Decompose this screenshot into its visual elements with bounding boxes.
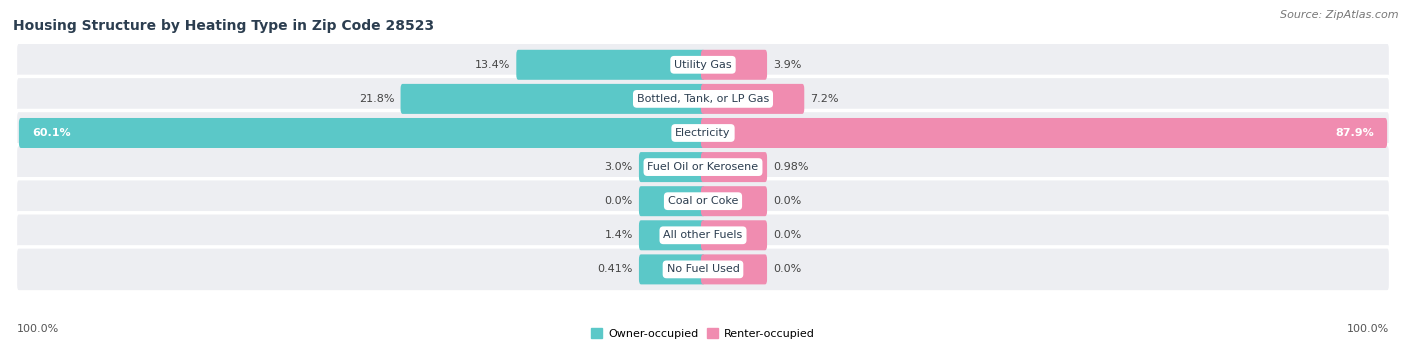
Text: 0.41%: 0.41% (598, 264, 633, 275)
Text: 100.0%: 100.0% (1347, 324, 1389, 334)
Text: 87.9%: 87.9% (1336, 128, 1374, 138)
Text: 7.2%: 7.2% (810, 94, 839, 104)
FancyBboxPatch shape (15, 42, 1391, 87)
Text: Bottled, Tank, or LP Gas: Bottled, Tank, or LP Gas (637, 94, 769, 104)
FancyBboxPatch shape (638, 186, 704, 216)
FancyBboxPatch shape (15, 110, 1391, 155)
Text: 100.0%: 100.0% (17, 324, 59, 334)
Text: Fuel Oil or Kerosene: Fuel Oil or Kerosene (647, 162, 759, 172)
FancyBboxPatch shape (15, 145, 1391, 190)
Text: 13.4%: 13.4% (475, 60, 510, 70)
Text: 21.8%: 21.8% (359, 94, 394, 104)
Text: 0.0%: 0.0% (773, 196, 801, 206)
FancyBboxPatch shape (638, 220, 704, 250)
FancyBboxPatch shape (638, 152, 704, 182)
FancyBboxPatch shape (638, 254, 704, 284)
FancyBboxPatch shape (15, 213, 1391, 258)
Text: Electricity: Electricity (675, 128, 731, 138)
Text: 0.98%: 0.98% (773, 162, 808, 172)
Legend: Owner-occupied, Renter-occupied: Owner-occupied, Renter-occupied (586, 324, 820, 341)
FancyBboxPatch shape (702, 50, 768, 80)
FancyBboxPatch shape (15, 76, 1391, 121)
FancyBboxPatch shape (702, 152, 768, 182)
FancyBboxPatch shape (702, 118, 1388, 148)
FancyBboxPatch shape (401, 84, 704, 114)
FancyBboxPatch shape (15, 247, 1391, 292)
FancyBboxPatch shape (516, 50, 704, 80)
Text: All other Fuels: All other Fuels (664, 230, 742, 240)
FancyBboxPatch shape (702, 220, 768, 250)
Text: 60.1%: 60.1% (32, 128, 70, 138)
FancyBboxPatch shape (702, 254, 768, 284)
Text: Utility Gas: Utility Gas (675, 60, 731, 70)
Text: 0.0%: 0.0% (773, 264, 801, 275)
Text: 3.0%: 3.0% (605, 162, 633, 172)
Text: 0.0%: 0.0% (605, 196, 633, 206)
Text: Coal or Coke: Coal or Coke (668, 196, 738, 206)
Text: No Fuel Used: No Fuel Used (666, 264, 740, 275)
Text: Source: ZipAtlas.com: Source: ZipAtlas.com (1281, 10, 1399, 20)
Text: 0.0%: 0.0% (773, 230, 801, 240)
FancyBboxPatch shape (702, 84, 804, 114)
Text: 3.9%: 3.9% (773, 60, 801, 70)
FancyBboxPatch shape (18, 118, 704, 148)
FancyBboxPatch shape (702, 186, 768, 216)
Text: Housing Structure by Heating Type in Zip Code 28523: Housing Structure by Heating Type in Zip… (13, 19, 434, 33)
FancyBboxPatch shape (15, 179, 1391, 224)
Text: 1.4%: 1.4% (605, 230, 633, 240)
